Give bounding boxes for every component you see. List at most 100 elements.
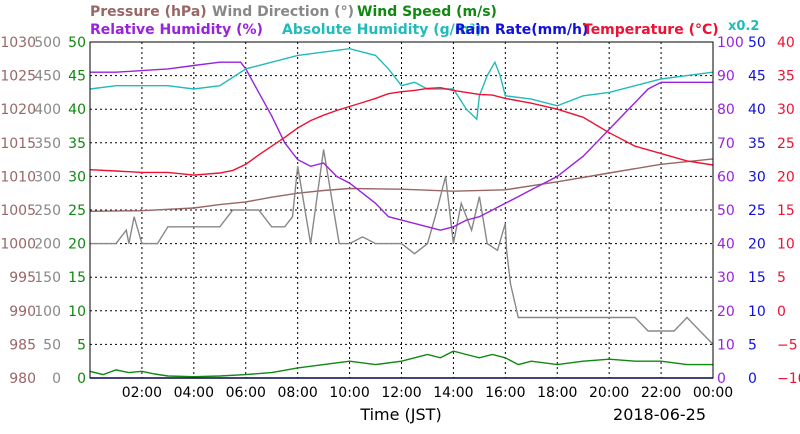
left-axes: 9809859909951000100510101015102010251030… [0,35,86,387]
axis-wind_dir-tick-3: 150 [34,270,61,286]
legend-entry-5: Absolute Humidity (g/m³) [282,22,482,38]
plot-frame [89,41,714,379]
axis-wind_speed-tick-0: 0 [77,371,86,387]
axis-wind_speed-tick-2: 10 [68,304,86,320]
axis-wind_speed-tick-1: 5 [77,337,86,353]
axis-humidity-tick-10: 100 [717,35,744,51]
right-axes: 0102030405060708090100051015202530354045… [717,35,800,387]
axis-pressure-tick-6: 1010 [0,169,36,185]
axis-rain-tick-7: 35 [748,136,766,152]
x-tick-3: 06:00 [226,385,266,401]
axis-pressure-tick-10: 1030 [0,35,36,51]
axis-temperature-tick-3: 5 [777,270,786,286]
axis-pressure-tick-8: 1020 [0,102,36,118]
axis-wind_speed-tick-4: 20 [68,237,86,253]
axis-humidity-tick-0: 0 [717,371,726,387]
axis-wind_dir-tick-8: 400 [34,102,61,118]
axis-wind_dir-tick-9: 450 [34,69,61,85]
series-line-7 [89,86,714,176]
axis-humidity-tick-4: 40 [717,237,735,253]
axis-temperature-tick-1: −5 [777,337,798,353]
axis-humidity-tick-9: 90 [717,69,735,85]
axis-pressure-tick-7: 1015 [0,136,36,152]
axis-humidity-tick-2: 20 [717,304,735,320]
axis-rain-tick-8: 40 [748,102,766,118]
x-tick-9: 18:00 [537,385,577,401]
axis-humidity-tick-5: 50 [717,203,735,219]
axis-temperature-tick-8: 30 [777,102,795,118]
axis-humidity-tick-8: 80 [717,102,735,118]
legend-entry-3: Wind Speed (m/s) [357,4,497,20]
x-tick-4: 08:00 [277,385,317,401]
axis-rain-tick-3: 15 [748,270,766,286]
axis-rain-tick-4: 20 [748,237,766,253]
axis-temperature-tick-6: 20 [777,169,795,185]
axis-pressure-tick-4: 1000 [0,237,36,253]
axis-pressure-tick-0: 980 [9,371,36,387]
x-tick-5: 10:00 [329,385,369,401]
axis-wind_speed-tick-6: 30 [68,169,86,185]
x-tick-10: 20:00 [589,385,629,401]
x-tick-7: 14:00 [433,385,473,401]
axis-rain-tick-5: 25 [748,203,766,219]
axis-wind_speed-tick-3: 15 [68,270,86,286]
series-line-3 [89,350,713,378]
axis-pressure-tick-3: 995 [9,270,36,286]
axis-wind_dir-tick-2: 100 [34,304,61,320]
axis-wind_speed-tick-5: 25 [68,203,86,219]
date-label: 2018-06-25 [613,405,706,424]
axis-wind_dir-tick-6: 300 [34,169,61,185]
axis-wind_dir-tick-5: 250 [34,203,61,219]
axis-rain-tick-9: 45 [748,69,766,85]
axis-wind_dir-tick-10: 500 [34,35,61,51]
axis-rain-tick-6: 30 [748,169,766,185]
axis-wind_dir-tick-1: 50 [43,337,61,353]
legend-entry-7: Temperature (°C) [583,22,719,38]
axis-humidity-tick-7: 70 [717,136,735,152]
axis-humidity-tick-6: 60 [717,169,735,185]
axis-pressure-tick-2: 990 [9,304,36,320]
axis-temperature-tick-0: −10 [777,371,800,387]
x-tick-12: 00:00 [693,385,733,401]
legend-row-2: Relative Humidity (%) Absolute Humidity (… [90,22,719,38]
axis-wind_speed-tick-10: 50 [68,35,86,51]
axis-humidity-tick-3: 30 [717,270,735,286]
x-tick-2: 04:00 [174,385,214,401]
axis-wind_speed-tick-9: 45 [68,69,86,85]
axis-wind_speed-tick-7: 35 [68,136,86,152]
x-axis-label: Time (JST) [359,405,441,424]
abs-humidity-multiplier: x0.2 [728,19,759,34]
x-tick-6: 12:00 [381,385,421,401]
series-line-1 [89,158,714,212]
axis-rain-tick-10: 50 [748,35,766,51]
axis-rain-tick-2: 10 [748,304,766,320]
axis-temperature-tick-5: 15 [777,203,795,219]
axis-pressure-tick-5: 1005 [0,203,36,219]
axis-pressure-tick-9: 1025 [0,69,36,85]
legend-entry-4: Relative Humidity (%) [90,22,263,38]
series-line-2 [90,149,714,345]
x-tick-1: 02:00 [122,385,162,401]
series-line-5 [89,47,714,121]
x-tick-8: 16:00 [485,385,525,401]
legend-row-1: Pressure (hPa) Wind Direction (°) Wind Spe… [90,4,497,20]
axis-temperature-tick-9: 35 [777,69,795,85]
axis-temperature-tick-4: 10 [777,237,795,253]
legend-entry-1: Pressure (hPa) [90,4,207,20]
axis-temperature-tick-7: 25 [777,136,795,152]
axis-wind_dir-tick-0: 0 [52,371,61,387]
axis-rain-tick-1: 5 [748,337,757,353]
axis-rain-tick-0: 0 [748,371,757,387]
legend-entry-2: Wind Direction (°) [212,4,354,20]
legend-entry-6: Rain Rate(mm/h) [455,22,588,38]
axis-wind_dir-tick-4: 200 [34,237,61,253]
axis-temperature-tick-2: 0 [777,304,786,320]
axis-wind_dir-tick-7: 350 [34,136,61,152]
axis-temperature-tick-10: 40 [777,35,795,51]
x-axis-ticks: 02:00 04:00 06:00 08:00 10:00 12:00 14:00 16:00… [122,385,733,401]
x-tick-11: 22:00 [641,385,681,401]
axis-humidity-tick-1: 10 [717,337,735,353]
axis-pressure-tick-1: 985 [9,337,36,353]
axis-wind_speed-tick-8: 40 [68,102,86,118]
